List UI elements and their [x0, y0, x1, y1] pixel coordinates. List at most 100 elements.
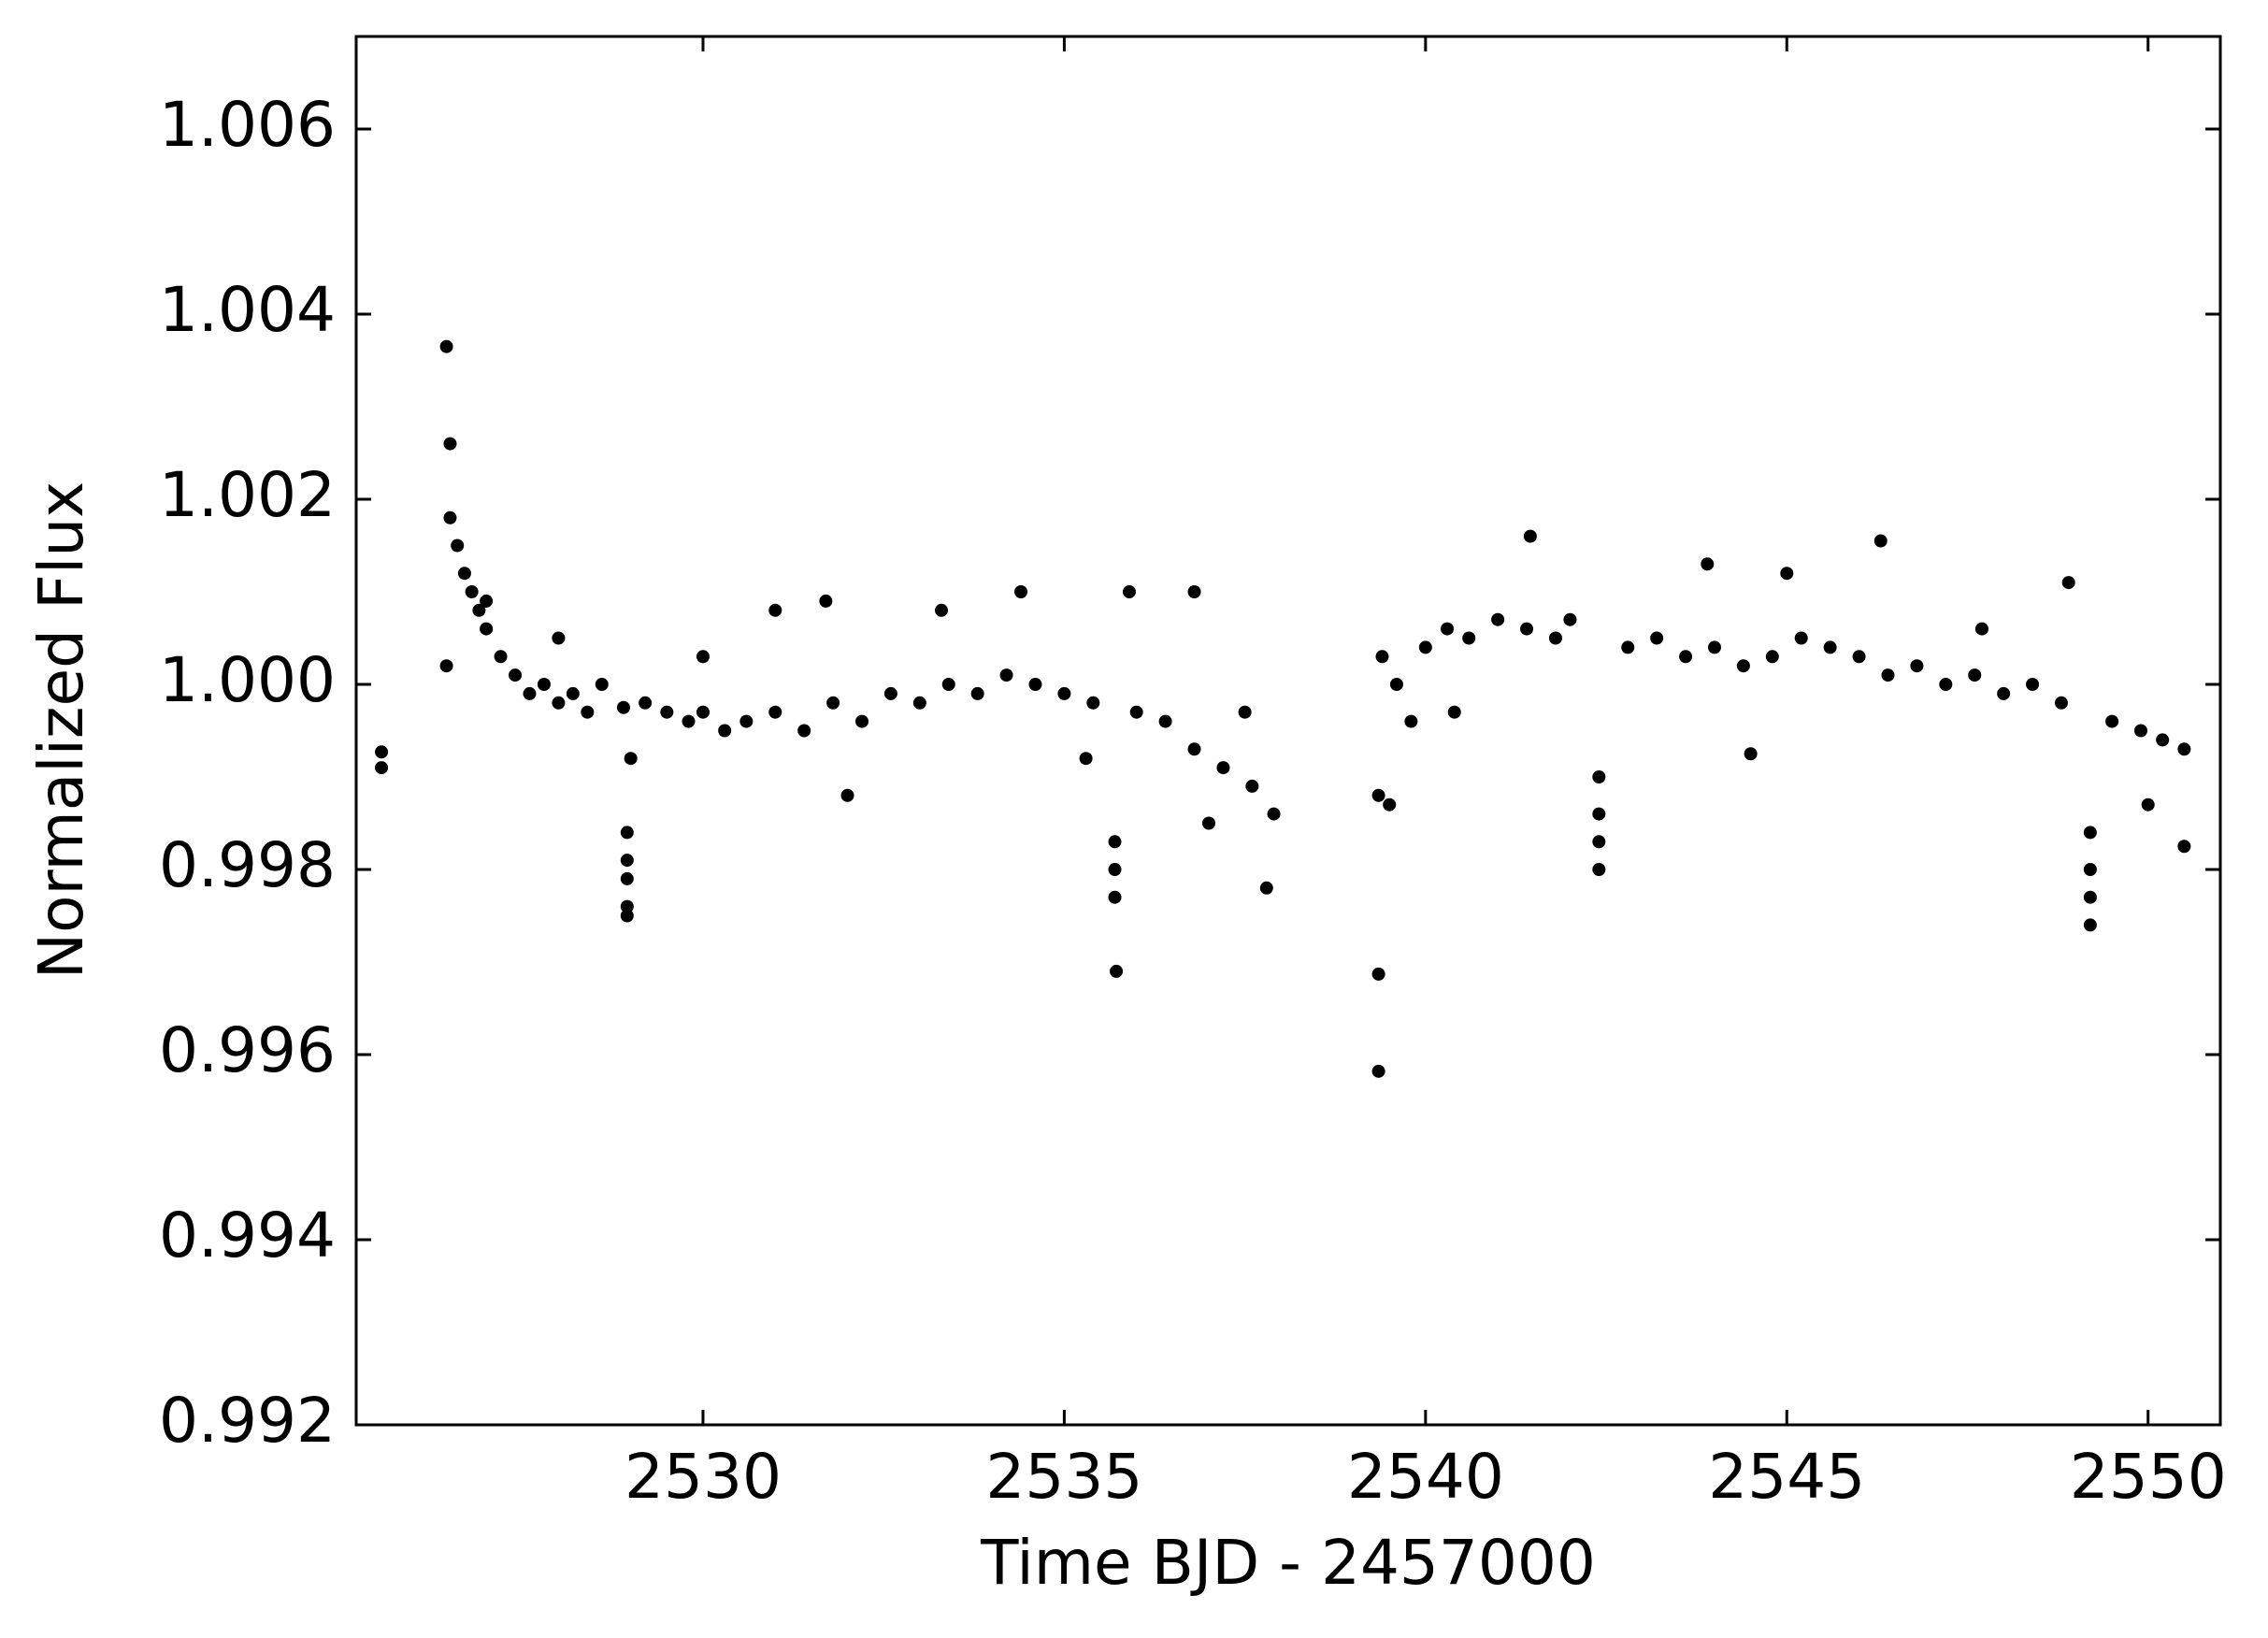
data-point — [552, 696, 566, 710]
data-point — [1108, 835, 1122, 849]
data-point — [1441, 622, 1455, 636]
data-point — [1520, 622, 1534, 636]
x-tick-label: 2530 — [624, 1441, 782, 1513]
data-point — [660, 705, 674, 719]
data-point — [696, 705, 710, 719]
data-point — [1404, 714, 1418, 728]
x-tick-label: 2535 — [985, 1441, 1142, 1513]
data-point — [696, 650, 710, 664]
data-point — [1238, 705, 1252, 719]
data-point — [1736, 659, 1750, 673]
data-point — [443, 437, 457, 451]
y-tick-label: 0.998 — [159, 829, 336, 901]
x-tick-label: 2550 — [2070, 1441, 2227, 1513]
data-point — [537, 678, 551, 691]
data-point — [1968, 668, 1982, 682]
data-point — [1592, 770, 1606, 783]
data-point — [566, 686, 580, 700]
data-point — [1974, 622, 1988, 636]
data-point — [451, 539, 465, 553]
data-point — [2054, 696, 2068, 710]
data-point — [1014, 585, 1028, 598]
data-point — [1939, 678, 1953, 691]
y-tick-label: 1.006 — [159, 89, 336, 161]
data-point — [439, 339, 453, 353]
y-axis-label: Normalized Flux — [25, 481, 97, 979]
data-point — [1187, 585, 1201, 598]
data-point — [2026, 678, 2040, 691]
data-point — [2133, 724, 2147, 738]
data-point — [1491, 612, 1505, 626]
data-point — [2105, 714, 2119, 728]
data-point — [1679, 650, 1693, 664]
data-point — [1447, 705, 1461, 719]
data-point — [1548, 631, 1562, 645]
data-point — [1108, 863, 1122, 876]
data-point — [1997, 686, 2011, 700]
data-point — [1650, 631, 1664, 645]
data-point — [1259, 881, 1273, 895]
y-tick-label: 1.002 — [159, 459, 336, 531]
data-point — [768, 603, 782, 617]
data-point — [2083, 863, 2097, 876]
data-point — [1187, 742, 1201, 756]
data-point — [439, 659, 453, 673]
y-tick-label: 0.996 — [159, 1014, 336, 1086]
data-point — [718, 724, 732, 738]
data-point — [1462, 631, 1476, 645]
data-point — [595, 678, 609, 691]
data-point — [1371, 967, 1385, 981]
data-point — [1523, 529, 1537, 543]
data-point — [1765, 650, 1779, 664]
data-point — [1744, 747, 1758, 761]
data-point — [883, 686, 897, 700]
data-point — [1701, 557, 1715, 571]
data-point — [1108, 890, 1122, 904]
data-point — [552, 631, 566, 645]
data-point — [494, 650, 508, 664]
data-point — [472, 603, 486, 617]
data-point — [2083, 890, 2097, 904]
data-point — [375, 745, 389, 759]
y-tick-label: 1.000 — [159, 644, 336, 716]
data-point — [1881, 668, 1895, 682]
x-tick-label: 2545 — [1708, 1441, 1865, 1513]
data-point — [840, 788, 854, 802]
data-point — [912, 696, 926, 710]
data-point — [1201, 816, 1215, 830]
data-point — [1852, 650, 1866, 664]
data-point — [1110, 964, 1124, 978]
data-point — [1028, 678, 1042, 691]
data-point — [768, 705, 782, 719]
data-point — [855, 714, 869, 728]
data-point — [620, 909, 634, 923]
data-point — [1823, 640, 1837, 654]
data-point — [620, 854, 634, 868]
data-point — [1592, 835, 1606, 849]
data-point — [2156, 733, 2170, 747]
data-point — [2141, 797, 2155, 812]
data-point — [1216, 761, 1230, 775]
data-point — [2177, 840, 2191, 854]
data-point — [1418, 640, 1432, 654]
data-point — [1086, 696, 1100, 710]
data-point — [1910, 659, 1924, 673]
data-point — [465, 585, 479, 598]
data-point — [2083, 918, 2097, 932]
data-point — [457, 567, 471, 581]
data-point — [739, 714, 754, 728]
data-point — [523, 686, 537, 700]
data-point — [1158, 714, 1172, 728]
data-point — [443, 510, 457, 524]
data-point — [819, 594, 833, 608]
data-point — [1592, 863, 1606, 876]
data-point — [639, 696, 653, 710]
data-point — [1794, 631, 1808, 645]
data-point — [620, 871, 634, 885]
data-point — [1592, 807, 1606, 821]
data-point — [797, 724, 811, 738]
data-point — [1122, 585, 1136, 598]
data-point — [620, 899, 634, 913]
